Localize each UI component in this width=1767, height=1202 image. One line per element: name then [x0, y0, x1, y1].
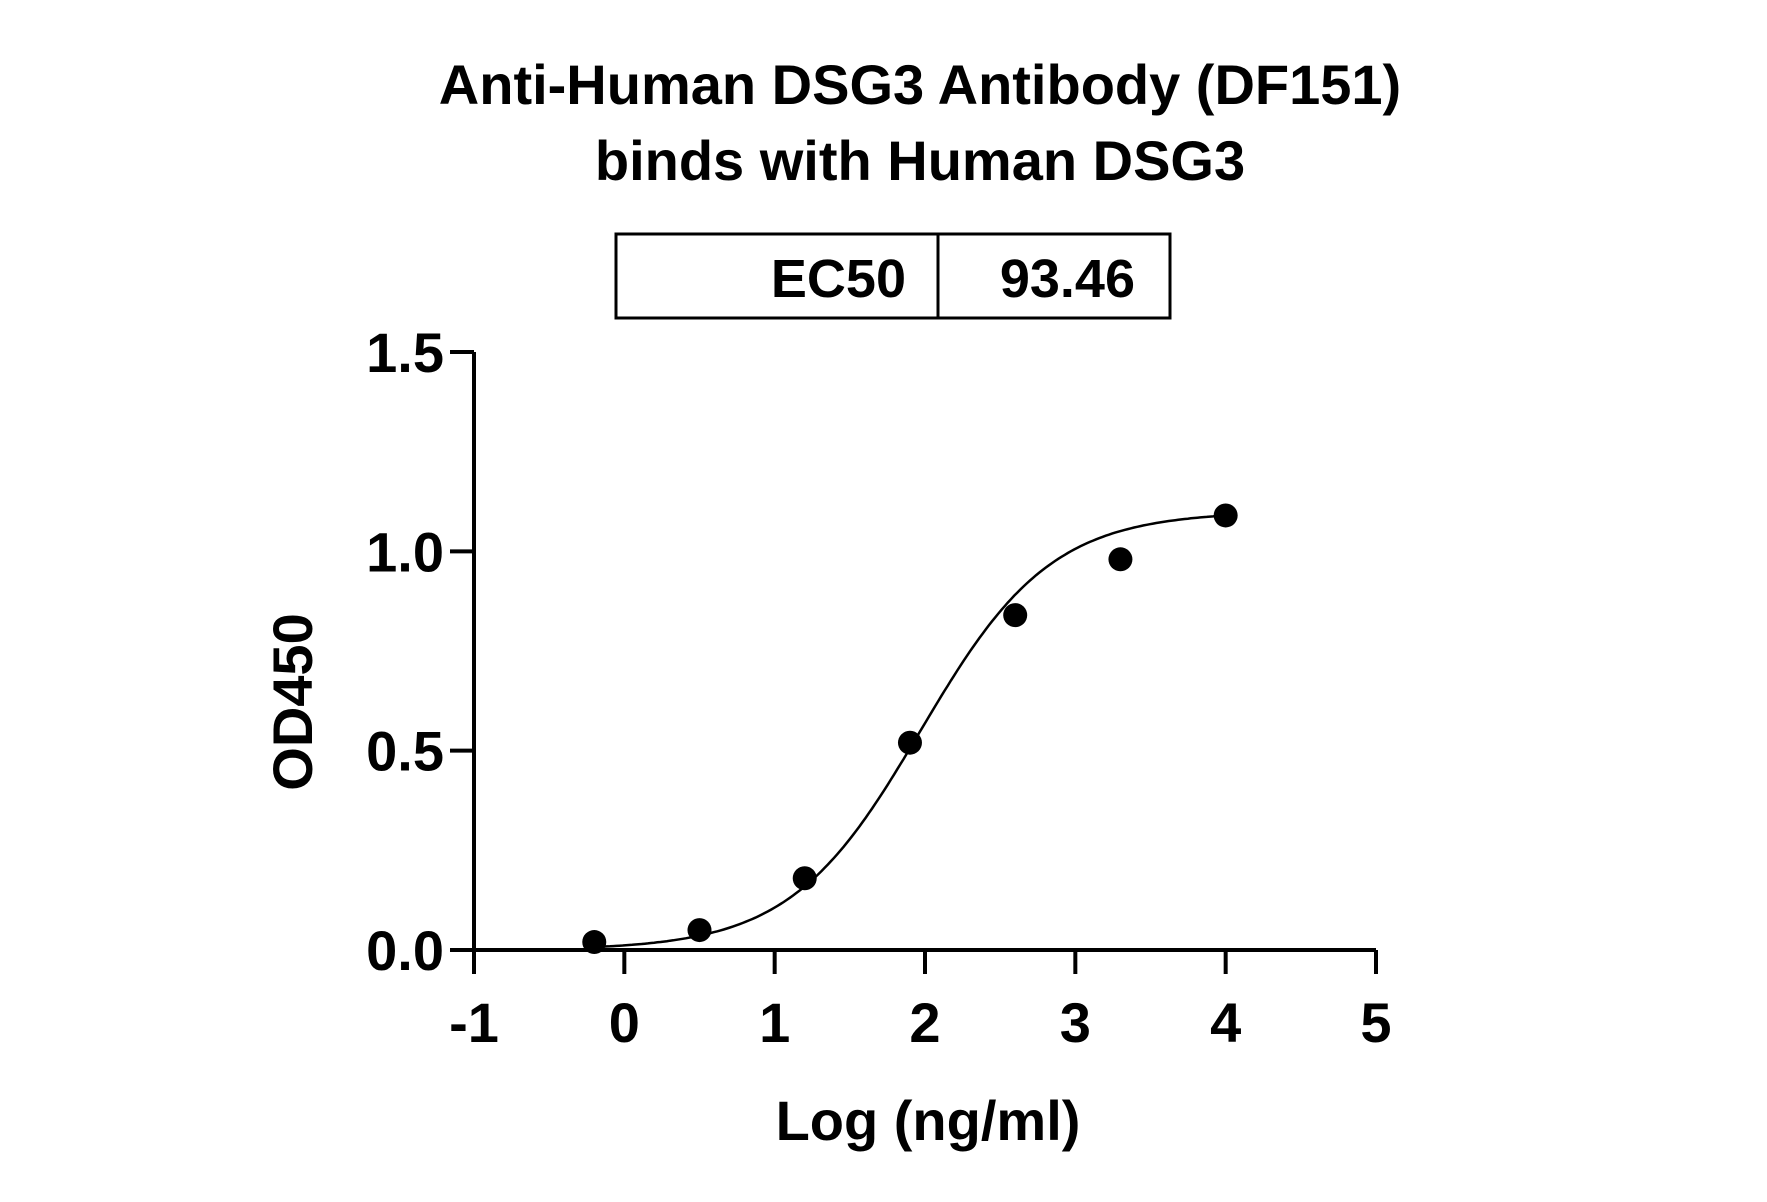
y-axis-label: OD450 [261, 613, 324, 790]
x-tick-label: 2 [909, 991, 940, 1054]
x-tick-label: 0 [609, 991, 640, 1054]
x-tick-label: 1 [759, 991, 790, 1054]
data-point [792, 866, 817, 891]
axes: -1 0 1 2 3 4 5 0.0 0.5 1.0 1.5 [366, 321, 1391, 1054]
x-tick-label: -1 [449, 991, 499, 1054]
ec50-label: EC50 [771, 249, 906, 309]
x-tick-label: 4 [1210, 991, 1241, 1054]
data-point [897, 730, 922, 755]
data-point [582, 930, 607, 955]
x-tick-label: 3 [1060, 991, 1091, 1054]
ec50-table-border [614, 232, 1172, 320]
y-tick-label: 1.0 [366, 520, 444, 583]
data-points [582, 503, 1238, 955]
data-point [1108, 547, 1133, 572]
ec50-table: EC50 93.46 [614, 232, 1172, 320]
chart-subtitle: binds with Human DSG3 [595, 129, 1245, 192]
ec50-value: 93.46 [1000, 249, 1135, 309]
x-axis-label: Log (ng/ml) [776, 1089, 1081, 1152]
data-point [1213, 503, 1238, 528]
chart-title: Anti-Human DSG3 Antibody (DF151) [439, 53, 1401, 116]
x-tick-label: 5 [1360, 991, 1391, 1054]
data-point [687, 918, 712, 943]
data-point [1003, 603, 1028, 628]
y-tick-label: 0.5 [366, 720, 444, 783]
y-tick-label: 0.0 [366, 919, 444, 982]
y-tick-label: 1.5 [366, 321, 444, 384]
